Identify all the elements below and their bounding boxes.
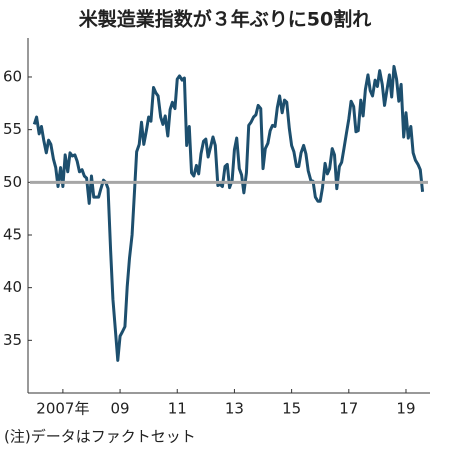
y-tick-label: 60 — [3, 67, 22, 85]
x-tick-label: 11 — [168, 400, 187, 418]
chart-title: 米製造業指数が３年ぶりに50割れ — [79, 8, 371, 31]
data-line — [32, 64, 425, 362]
note: (注)データはファクトセット — [4, 428, 196, 446]
y-tick-label: 55 — [3, 120, 22, 138]
x-tick-label: 15 — [282, 400, 301, 418]
x-tick-label: 19 — [396, 400, 415, 418]
y-tick-label: 35 — [3, 331, 22, 349]
x-tick-label: 17 — [339, 400, 358, 418]
x-tick-label: 13 — [225, 400, 244, 418]
x-tick-label: 09 — [111, 400, 130, 418]
x-tick-label: 2007年 — [36, 400, 89, 418]
y-tick-label: 40 — [3, 278, 22, 296]
y-tick-label: 45 — [3, 225, 22, 243]
y-tick-label: 50 — [3, 173, 22, 191]
